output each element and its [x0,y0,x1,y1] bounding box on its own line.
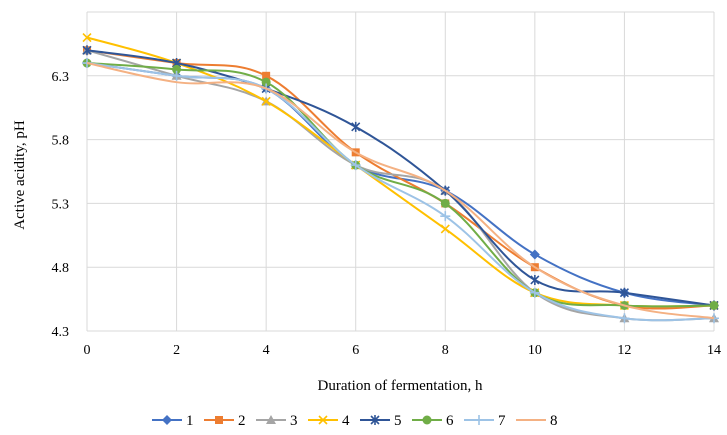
data-point-series-5-0 [82,45,92,56]
x-tick-label: 14 [707,343,721,358]
legend-label-6: 6 [446,413,454,429]
data-point-series-1-5 [529,249,540,260]
legend-marker-4 [318,415,328,425]
legend-label-4: 4 [342,413,350,429]
data-point-series-7-5 [529,287,540,298]
legend-label-2: 2 [238,413,246,429]
data-point-series-4-4 [440,224,450,234]
series-line-7 [86,62,715,322]
legend-item-7: 7 [464,413,506,429]
y-tick-label: 4.8 [52,261,70,276]
data-point-series-5-3 [351,121,361,132]
legend-item-5: 5 [360,413,402,429]
series-line-3 [86,49,715,322]
data-point-series-6-7 [709,300,719,310]
y-tick-label: 5.8 [52,134,70,149]
data-point-series-5-5 [530,274,540,285]
data-point-series-2-2 [262,71,271,80]
legend-item-2: 2 [204,413,246,429]
x-tick-label: 2 [173,343,180,358]
legend-label-1: 1 [186,413,194,429]
data-point-series-7-4 [440,211,451,222]
legend-label-5: 5 [394,413,402,429]
data-point-series-4-2 [261,96,271,106]
legend-marker-6 [422,415,432,425]
legend-item-1: 1 [152,413,194,429]
series-layer [82,32,719,324]
x-tick-label: 4 [263,343,270,358]
data-point-series-6-1 [172,64,182,74]
series-line-2 [86,49,715,310]
series-7 [82,58,719,324]
legend-item-4: 4 [308,413,350,429]
legend-label-3: 3 [290,413,298,429]
series-8 [86,62,715,320]
x-tick-label: 12 [617,343,631,358]
data-point-series-6-2 [261,77,271,87]
series-line-8 [86,62,715,320]
series-6 [82,58,719,310]
legend-item-6: 6 [412,413,454,429]
legend-label-8: 8 [550,413,558,429]
series-line-6 [86,62,715,308]
y-tick-label: 6.3 [52,70,70,85]
legend-marker-1 [162,415,172,425]
x-tick-label: 10 [528,343,542,358]
data-point-series-4-0 [82,32,92,43]
data-point-series-7-3 [350,160,361,171]
data-point-series-7-6 [619,313,630,324]
data-point-series-7-1 [171,70,182,81]
legend-marker-2 [215,416,223,424]
x-tick-label: 6 [352,343,359,358]
legend-marker-5 [370,415,380,425]
legend: 1 2 3 4 5 6 7 8 [152,413,558,429]
legend-item-8: 8 [516,413,558,429]
legend-marker-3 [266,415,276,424]
grid-lines [86,11,715,332]
legend-label-7: 7 [498,413,506,429]
y-tick-label: 5.3 [52,197,70,212]
y-axis-ticks: 4.3 4.8 5.3 5.8 6.3 [52,70,70,340]
legend-marker-7 [474,415,484,425]
x-axis-title: Duration of fermentation, h [318,378,483,394]
y-tick-label: 4.3 [52,325,70,340]
x-tick-label: 0 [84,343,91,358]
series-2 [83,46,718,310]
x-tick-label: 8 [442,343,449,358]
x-axis-ticks: 0 2 4 6 8 10 12 14 [84,343,722,358]
data-point-series-6-4 [440,198,450,208]
data-point-series-5-6 [619,287,629,298]
legend-item-3: 3 [256,413,298,429]
series-line-5 [86,49,715,307]
y-axis-title: Active acidity, pH [12,120,28,230]
